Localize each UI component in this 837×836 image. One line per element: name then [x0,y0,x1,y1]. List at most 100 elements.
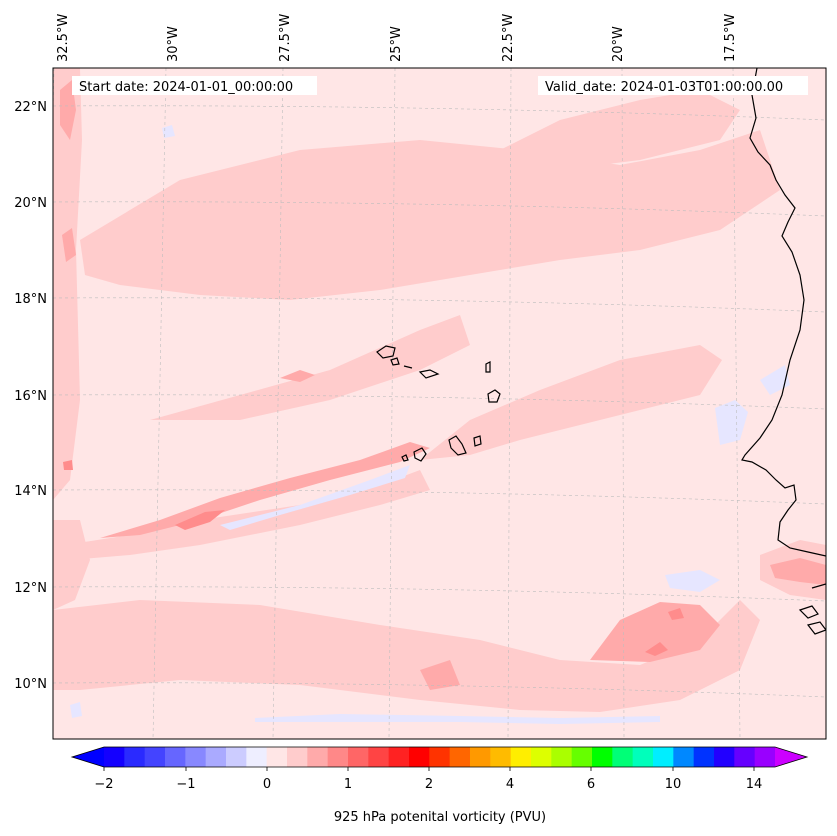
cb-tick-label: 2 [425,777,433,792]
lon-label-22-5W: 22.5°W [501,14,516,62]
lon-label-25W: 25°W [389,26,404,62]
coastlines [741,68,826,635]
parallel-16N [53,394,826,410]
parallel-18N [53,297,826,313]
colorbar-cell [490,747,512,767]
cb-tick-label: −2 [94,777,113,792]
colorbar-cell [429,747,451,767]
longitude-labels: 32.5°W 30°W 27.5°W 25°W 22.5°W 20°W 17.5… [56,14,738,62]
colorbar-extend-max [775,747,807,767]
island-santo-antao [376,345,396,359]
colorbar-cell [754,747,776,767]
valid-date-box [538,76,808,95]
cb-tick-label: −1 [176,777,195,792]
meridian-30W [152,68,167,739]
colorbar-cell [673,747,695,767]
meridian-27-5W [272,68,284,739]
lat-label-22N: 22°N [14,100,47,115]
colorbar-cell [531,747,552,767]
cb-tick-label: 6 [587,777,595,792]
island-boa-vista [487,389,501,403]
colorbar-cell [734,747,756,767]
cape-verde-islands [376,345,501,462]
cb-tick-label: 1 [344,777,352,792]
parallel-10N [53,682,826,698]
parallel-14N [53,489,826,505]
colorbar-cell [612,747,634,767]
colorbar-cell [714,747,735,767]
colorbar-cell [307,747,329,767]
colorbar-cell [388,747,410,767]
lat-label-20N: 20°N [14,196,47,211]
map-panel: Start date: 2024-01-01_00:00:00 Valid_da… [53,68,826,739]
colorbar-cell [592,747,613,767]
pv-contours-negative [70,125,790,724]
colorbar-cell [571,747,593,767]
lat-label-16N: 16°N [14,389,47,404]
meridian-25W [388,68,396,739]
colorbar-extend-min [72,747,104,767]
colorbar-cell [104,747,125,767]
colorbar-cell [653,747,674,767]
colorbar-cell [510,747,532,767]
colorbar-cell [551,747,573,767]
colorbar-cell [348,747,369,767]
parallel-12N [53,586,826,602]
lon-label-27-5W: 27.5°W [278,14,293,62]
meridian-22-5W [507,68,512,739]
colorbar-cell [368,747,390,767]
colorbar-cell [449,747,471,767]
start-date-box [72,76,317,95]
colorbar-cell [165,747,186,767]
latitude-labels: 22°N 20°N 18°N 16°N 14°N 12°N 10°N [14,100,47,692]
africa-coastline [741,68,826,557]
cb-tick-label: 4 [506,777,514,792]
colorbar-cell [124,747,146,767]
lat-label-14N: 14°N [14,484,47,499]
colorbar-cell [327,747,349,767]
island-maio [473,435,482,447]
start-date-text: Start date: 2024-01-01_00:00:00 [79,80,293,95]
colorbar-cell [185,747,207,767]
lon-label-20W: 20°W [611,26,626,62]
meridian-17-5W [732,68,741,739]
colorbar-cell [226,747,247,767]
colorbar-cell [287,747,308,767]
map-frame [52,67,827,740]
valid-date-text: Valid_date: 2024-01-03T01:00:00.00 [545,80,783,95]
colorbar-cell [409,747,430,767]
colorbar-cells [104,747,776,767]
colorbar-cell [144,747,166,767]
colorbar-ticks [103,767,755,771]
cb-tick-label: 10 [665,777,682,792]
colorbar-cell [470,747,491,767]
colorbar-cell [693,747,715,767]
lon-label-17-5W: 17.5°W [723,14,738,62]
colorbar-cell [246,747,268,767]
pv-contours-high [63,460,684,656]
africa-coast-islands-south [798,583,826,635]
island-santiago [448,435,467,456]
lat-label-10N: 10°N [14,677,47,692]
meridian-20W [621,68,625,739]
island-fogo [413,447,427,462]
island-sao-nicolau [403,365,440,379]
lat-label-12N: 12°N [14,581,47,596]
parallel-20N [53,201,826,217]
colorbar-label: 925 hPa potenital vorticity (PVU) [334,810,546,825]
cb-tick-label: 0 [263,777,271,792]
island-brava [401,454,409,462]
lon-label-32-5W: 32.5°W [56,14,71,62]
graticule [53,68,826,739]
lat-label-18N: 18°N [14,292,47,307]
lon-label-30W: 30°W [166,26,181,62]
colorbar-tick-labels: −2 −1 0 1 2 4 6 10 14 [94,777,762,792]
colorbar: −2 −1 0 1 2 4 6 10 14 925 hPa potenital … [70,746,809,825]
island-sal [485,361,491,373]
colorbar-cell [266,747,288,767]
parallel-22N [53,105,826,121]
island-sao-vicente [390,357,400,366]
cb-tick-label: 14 [746,777,763,792]
colorbar-cell [205,747,227,767]
